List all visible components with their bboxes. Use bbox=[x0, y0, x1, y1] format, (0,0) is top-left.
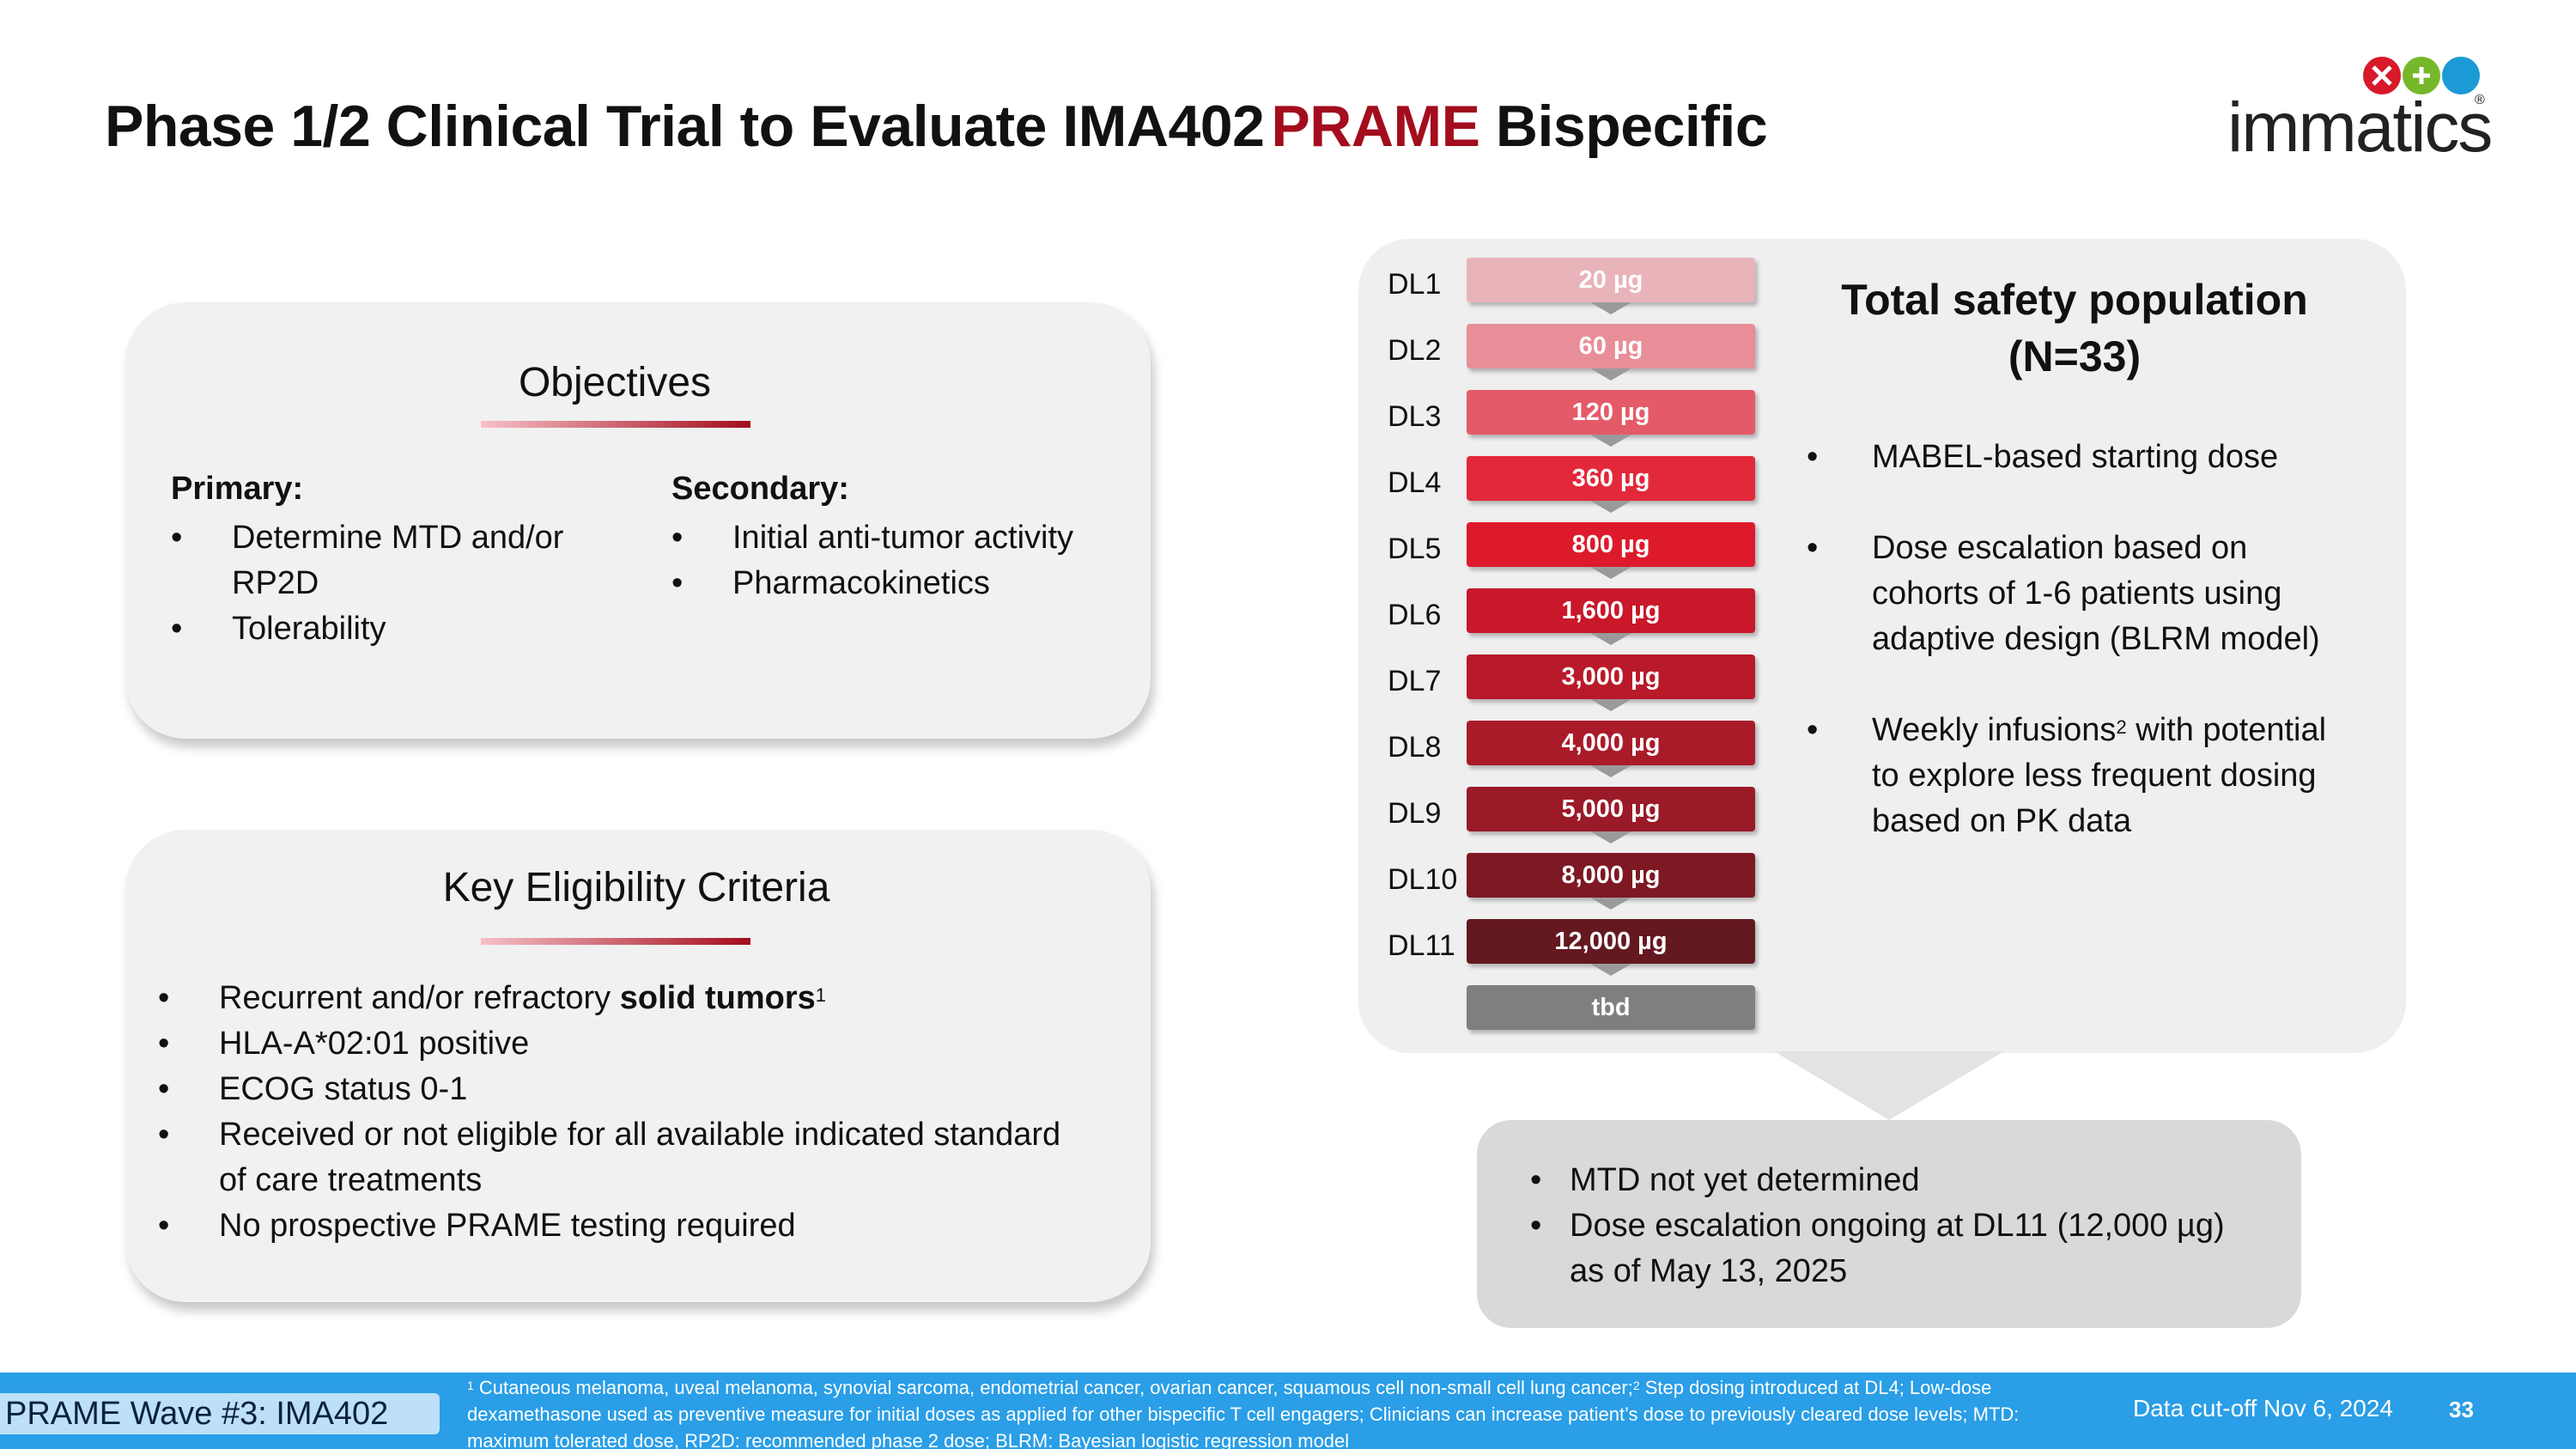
title-main: Phase 1/2 Clinical Trial to Evaluate IMA… bbox=[105, 94, 1265, 159]
dose-box: 3,000 µg bbox=[1467, 654, 1755, 699]
dose-box: 1,600 µg bbox=[1467, 588, 1755, 633]
dose-level-label: DL11 bbox=[1388, 929, 1455, 962]
dose-box: 8,000 µg bbox=[1467, 853, 1755, 898]
step-arrow-icon bbox=[1590, 501, 1631, 513]
dose-level-label: DL8 bbox=[1388, 731, 1442, 764]
title-tail: Bispecific bbox=[1479, 94, 1768, 159]
dose-level-label: DL3 bbox=[1388, 400, 1442, 433]
eligibility-item: Recurrent and/or refractory solid tumors… bbox=[158, 976, 1137, 1021]
data-cutoff: Data cut-off Nov 6, 2024 bbox=[2133, 1395, 2393, 1422]
immatics-logo: immatics ® bbox=[2224, 50, 2493, 167]
objectives-heading: Objectives bbox=[518, 360, 712, 405]
step-arrow-icon bbox=[1590, 699, 1631, 711]
safety-item: MABEL-based starting dose bbox=[1807, 435, 2391, 480]
eligibility-underline bbox=[481, 938, 750, 945]
dose-level-label: DL1 bbox=[1388, 268, 1442, 301]
logo-wordmark: immatics bbox=[2227, 88, 2493, 167]
dose-level-label: DL10 bbox=[1388, 863, 1458, 896]
callout-pointer bbox=[1774, 1051, 2004, 1120]
eligibility-list: Recurrent and/or refractory solid tumors… bbox=[158, 976, 1137, 1249]
eligibility-heading: Key Eligibility Criteria bbox=[442, 865, 830, 910]
dose-box: 360 µg bbox=[1467, 456, 1755, 501]
eligibility-item: No prospective PRAME testing required bbox=[158, 1203, 1137, 1249]
logo-registered: ® bbox=[2475, 93, 2485, 107]
step-arrow-icon bbox=[1590, 368, 1631, 381]
secondary-label: Secondary: bbox=[671, 471, 849, 507]
step-arrow-icon bbox=[1590, 567, 1631, 579]
secondary-item: Pharmacokinetics bbox=[671, 561, 1135, 606]
primary-label: Primary: bbox=[171, 471, 304, 507]
dose-level-label: DL2 bbox=[1388, 334, 1442, 367]
dose-box: 60 µg bbox=[1467, 324, 1755, 368]
dose-box: 20 µg bbox=[1467, 258, 1755, 302]
dose-box: 120 µg bbox=[1467, 390, 1755, 435]
dose-box: 5,000 µg bbox=[1467, 787, 1755, 831]
step-arrow-icon bbox=[1590, 633, 1631, 645]
mtd-item: MTD not yet determined bbox=[1530, 1158, 2225, 1203]
dose-level-label: DL9 bbox=[1388, 797, 1442, 830]
section-label: PRAME Wave #3: IMA402 bbox=[0, 1393, 440, 1434]
dose-level-label: DL4 bbox=[1388, 466, 1442, 499]
eligibility-item: ECOG status 0-1 bbox=[158, 1067, 1137, 1112]
safety-heading: Total safety population (N=33) bbox=[1841, 276, 2308, 381]
step-arrow-icon bbox=[1590, 964, 1631, 976]
objectives-underline bbox=[481, 421, 750, 428]
slide-title: Phase 1/2 Clinical Trial to Evaluate IMA… bbox=[105, 93, 1768, 160]
safety-list: MABEL-based starting dose Dose escalatio… bbox=[1807, 435, 2391, 890]
dose-box: tbd bbox=[1467, 985, 1755, 1030]
dose-level-label: DL6 bbox=[1388, 599, 1442, 631]
eligibility-panel: Key Eligibility Criteria Recurrent and/o… bbox=[125, 830, 1151, 1302]
step-arrow-icon bbox=[1590, 435, 1631, 447]
title-accent: PRAME bbox=[1271, 94, 1480, 159]
step-arrow-icon bbox=[1590, 302, 1631, 314]
dose-box: 12,000 µg bbox=[1467, 919, 1755, 964]
logo-dots-icon bbox=[2363, 57, 2480, 94]
eligibility-item: Received or not eligible for all availab… bbox=[158, 1112, 1137, 1203]
step-arrow-icon bbox=[1590, 898, 1631, 910]
primary-item: Tolerability bbox=[171, 606, 635, 652]
step-arrow-icon bbox=[1590, 765, 1631, 777]
secondary-item: Initial anti-tumor activity bbox=[671, 515, 1135, 561]
footnotes: 1 Cutaneous melanoma, uveal melanoma, sy… bbox=[467, 1377, 2020, 1449]
page-number: 33 bbox=[2449, 1397, 2474, 1422]
mtd-list: MTD not yet determined Dose escalation o… bbox=[1530, 1158, 2225, 1294]
objectives-panel: Objectives Primary: Determine MTD and/or… bbox=[125, 302, 1151, 739]
secondary-list: Initial anti-tumor activity Pharmacokine… bbox=[671, 515, 1135, 606]
dose-level-label: DL5 bbox=[1388, 533, 1442, 565]
dose-box: 4,000 µg bbox=[1467, 721, 1755, 765]
step-arrow-icon bbox=[1590, 831, 1631, 843]
dose-level-label: DL7 bbox=[1388, 665, 1442, 697]
eligibility-item: HLA-A*02:01 positive bbox=[158, 1021, 1137, 1067]
dose-box: 800 µg bbox=[1467, 522, 1755, 567]
mtd-item: Dose escalation ongoing at DL11 (12,000 … bbox=[1530, 1203, 2225, 1294]
